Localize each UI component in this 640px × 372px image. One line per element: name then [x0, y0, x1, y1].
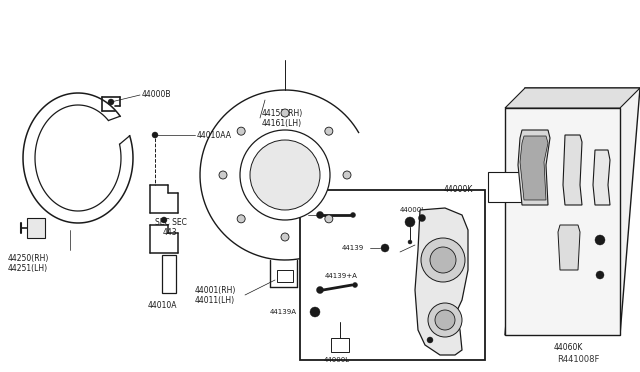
- Circle shape: [152, 132, 158, 138]
- Circle shape: [237, 127, 245, 135]
- Circle shape: [351, 212, 355, 218]
- Circle shape: [430, 247, 456, 273]
- Polygon shape: [505, 88, 640, 108]
- Polygon shape: [558, 225, 580, 270]
- Bar: [300, 190, 485, 360]
- Polygon shape: [505, 88, 640, 335]
- Circle shape: [310, 307, 320, 317]
- Circle shape: [343, 171, 351, 179]
- Polygon shape: [415, 208, 468, 355]
- Circle shape: [250, 140, 320, 210]
- Text: 44139+A: 44139+A: [325, 273, 358, 279]
- Bar: [488, 172, 528, 202]
- Polygon shape: [563, 135, 582, 205]
- Text: 44060K: 44060K: [554, 343, 582, 353]
- Circle shape: [405, 217, 415, 227]
- Polygon shape: [593, 150, 610, 205]
- Text: SEC SEC: SEC SEC: [155, 218, 187, 227]
- Bar: [505, 108, 620, 335]
- Text: 44001(RH): 44001(RH): [195, 285, 236, 295]
- Text: 44000L: 44000L: [400, 207, 426, 213]
- Circle shape: [595, 235, 605, 245]
- Circle shape: [435, 310, 455, 330]
- Circle shape: [427, 337, 433, 343]
- Text: 44139A: 44139A: [270, 210, 297, 216]
- Circle shape: [353, 282, 358, 288]
- Text: 44010AA: 44010AA: [197, 131, 232, 140]
- Bar: [331, 338, 349, 352]
- Polygon shape: [518, 130, 550, 205]
- Circle shape: [281, 233, 289, 241]
- Text: 44011(LH): 44011(LH): [195, 295, 235, 305]
- Circle shape: [428, 303, 462, 337]
- Bar: [277, 270, 293, 282]
- Text: R441008F: R441008F: [557, 356, 600, 365]
- Circle shape: [237, 215, 245, 223]
- Text: 443: 443: [163, 228, 178, 237]
- Text: 44000B: 44000B: [142, 90, 172, 99]
- Text: 44151(RH): 44151(RH): [262, 109, 303, 118]
- Circle shape: [219, 171, 227, 179]
- Circle shape: [408, 240, 412, 244]
- Circle shape: [596, 271, 604, 279]
- Text: 44000K: 44000K: [444, 185, 474, 193]
- Circle shape: [108, 99, 114, 105]
- Circle shape: [317, 212, 323, 218]
- Text: 44139A: 44139A: [270, 309, 297, 315]
- Circle shape: [421, 238, 465, 282]
- Text: 44139: 44139: [342, 245, 364, 251]
- Circle shape: [161, 217, 167, 223]
- Text: 44128: 44128: [418, 240, 440, 246]
- Polygon shape: [520, 136, 548, 200]
- Text: 44161(LH): 44161(LH): [262, 119, 302, 128]
- Circle shape: [419, 215, 426, 221]
- Circle shape: [325, 215, 333, 223]
- Circle shape: [317, 286, 323, 294]
- Text: 44250(RH): 44250(RH): [8, 253, 49, 263]
- Bar: [27, 218, 45, 238]
- Text: 44251(LH): 44251(LH): [8, 263, 48, 273]
- Circle shape: [381, 244, 389, 252]
- Circle shape: [240, 130, 330, 220]
- Text: 44000L: 44000L: [324, 357, 350, 363]
- Text: 44010A: 44010A: [148, 301, 177, 310]
- Bar: [162, 255, 176, 293]
- Circle shape: [325, 127, 333, 135]
- Circle shape: [281, 109, 289, 117]
